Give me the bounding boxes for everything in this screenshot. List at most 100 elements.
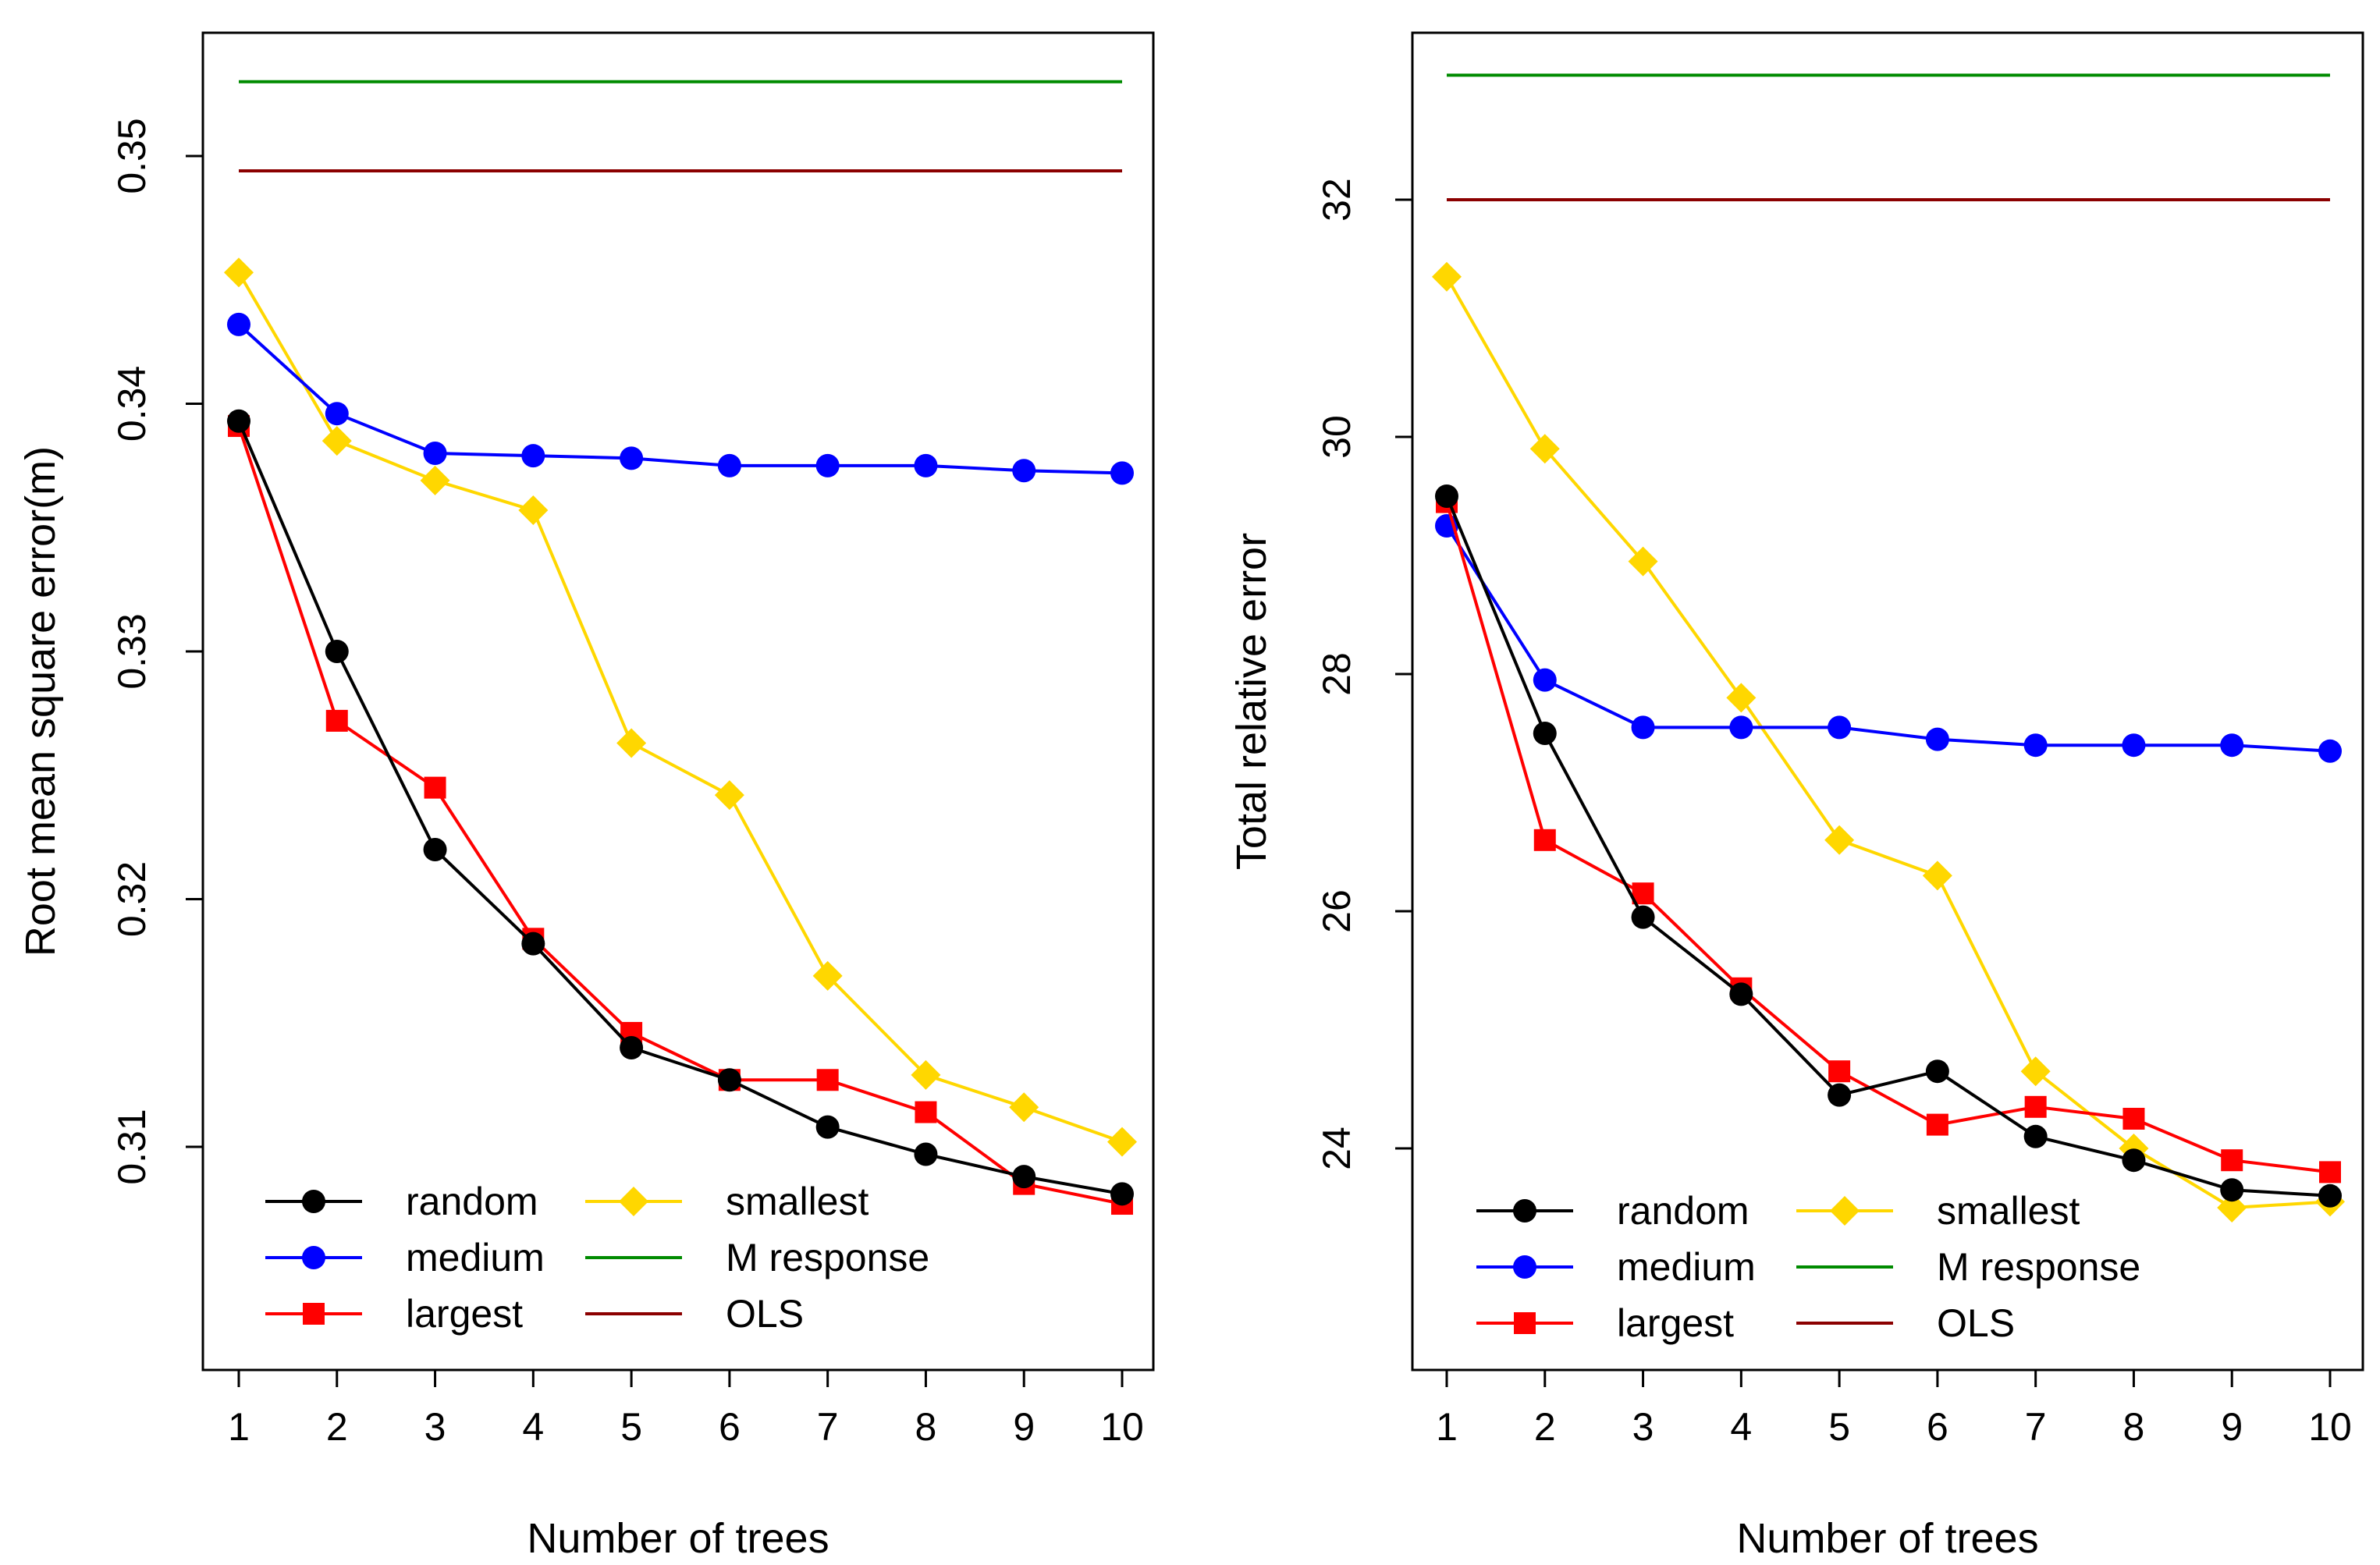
series-line-largest (237, 425, 1123, 1205)
point-random (1012, 1165, 1036, 1189)
point-smallest (420, 465, 450, 495)
legend-label-largest: largest (1617, 1301, 1734, 1345)
legend-label-smallest: smallest (726, 1180, 869, 1223)
legend-label-random: random (1617, 1189, 1749, 1233)
legend-marker-largest (303, 1303, 325, 1325)
point-random (1435, 484, 1458, 508)
series-smallest (1432, 261, 2345, 1223)
y-tick-label: 0.34 (110, 366, 154, 442)
point-random (2122, 1148, 2146, 1173)
legend-label-ols: OLS (726, 1292, 804, 1336)
point-random (2220, 1178, 2244, 1202)
point-random (914, 1142, 938, 1166)
point-smallest (321, 426, 352, 456)
point-smallest (224, 257, 254, 288)
legend-marker-largest (1514, 1312, 1536, 1334)
y-tick-label: 0.31 (110, 1109, 154, 1184)
point-largest (816, 1069, 839, 1091)
point-medium (914, 453, 938, 477)
point-medium (2318, 739, 2342, 763)
x-tick-label: 2 (326, 1405, 348, 1449)
series-line-smallest (237, 271, 1123, 1144)
point-largest (1828, 1060, 1851, 1083)
x-tick-label: 10 (2308, 1405, 2352, 1449)
plot-frame (1411, 31, 2364, 1372)
point-random (1533, 722, 1557, 745)
y-tick-label: 0.33 (110, 613, 154, 689)
point-smallest (2020, 1056, 2051, 1087)
legend-label-largest: largest (406, 1292, 523, 1336)
legend-label-medium: medium (406, 1236, 545, 1279)
x-tick-label: 2 (1534, 1405, 1556, 1449)
point-random (620, 1036, 644, 1059)
point-random (2023, 1124, 2048, 1148)
x-tick-label: 3 (424, 1405, 446, 1449)
point-smallest (714, 780, 744, 811)
point-medium (1012, 459, 1036, 483)
legend-marker-medium (1513, 1255, 1536, 1279)
point-medium (521, 444, 545, 468)
point-random (717, 1068, 741, 1092)
point-smallest (2217, 1193, 2247, 1223)
point-largest (2319, 1161, 2341, 1184)
point-random (1110, 1182, 1134, 1206)
y-axis-title: Total relative error (1228, 533, 1275, 870)
point-largest (1533, 829, 1556, 851)
y-tick-label: 28 (1315, 652, 1359, 696)
x-tick-label: 1 (228, 1405, 250, 1449)
point-smallest (1009, 1092, 1039, 1123)
point-medium (1925, 727, 1949, 751)
x-axis-title: Number of trees (527, 1515, 829, 1562)
legend-label-medium: medium (1617, 1245, 1756, 1289)
x-tick-label: 4 (522, 1405, 544, 1449)
legend-label-ols: OLS (1937, 1301, 2015, 1345)
series-line-random (1445, 495, 2331, 1198)
point-medium (227, 312, 250, 336)
legend-marker-medium (302, 1246, 325, 1269)
point-largest (2221, 1149, 2243, 1172)
x-tick-label: 7 (817, 1405, 839, 1449)
point-medium (1110, 461, 1134, 485)
point-medium (815, 453, 840, 477)
x-tick-label: 9 (1013, 1405, 1035, 1449)
point-smallest (518, 495, 549, 526)
series-medium (1435, 514, 2342, 763)
x-tick-label: 8 (2123, 1405, 2145, 1449)
point-largest (1926, 1113, 1948, 1136)
point-medium (1631, 715, 1655, 740)
y-tick-label: 26 (1315, 889, 1359, 933)
point-medium (717, 453, 741, 477)
point-smallest (616, 728, 647, 758)
x-tick-label: 6 (1927, 1405, 1948, 1449)
legend: random medium largest smallest M response OLS (1476, 1189, 2140, 1345)
legend-marker-random (1513, 1199, 1536, 1223)
point-random (521, 932, 545, 956)
x-tick-label: 10 (1100, 1405, 1144, 1449)
point-random (325, 640, 349, 663)
point-smallest (1726, 683, 1757, 713)
point-medium (1533, 668, 1557, 692)
point-medium (620, 446, 644, 470)
point-largest (325, 709, 348, 732)
legend-marker-smallest (619, 1187, 648, 1216)
point-medium (2220, 733, 2244, 758)
x-tick-label: 8 (915, 1405, 937, 1449)
x-tick-label: 3 (1632, 1405, 1654, 1449)
y-axis-title: Root mean square error(m) (17, 446, 64, 956)
legend-marker-smallest (1830, 1196, 1860, 1226)
series-medium (227, 312, 1134, 485)
point-random (815, 1115, 840, 1139)
point-random (1925, 1059, 1949, 1084)
y-tick-label: 0.35 (110, 118, 154, 193)
x-tick-label: 6 (719, 1405, 741, 1449)
point-medium (423, 442, 447, 465)
point-smallest (911, 1059, 941, 1090)
series-smallest (224, 257, 1137, 1157)
point-random (423, 838, 447, 861)
series-line-medium (237, 323, 1123, 475)
point-medium (1828, 715, 1852, 740)
point-random (2318, 1184, 2342, 1208)
point-random (1631, 905, 1655, 929)
point-smallest (812, 960, 843, 991)
